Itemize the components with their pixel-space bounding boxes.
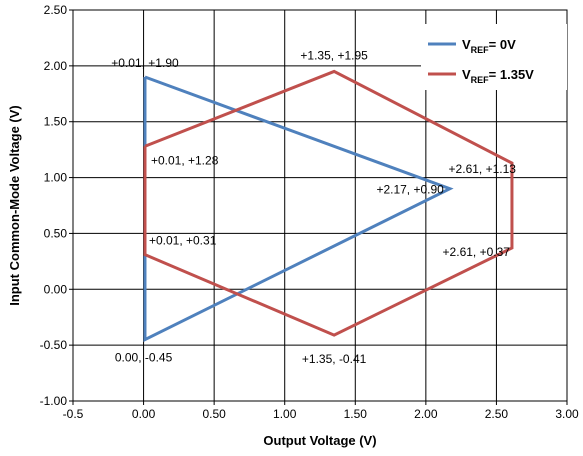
y-axis-ticks: -1.00 -0.50 0.00 0.50 1.00 1.50 2.00 2.50 [40, 3, 73, 408]
legend-label: VREF= 1.35V [462, 67, 534, 85]
y-tick-label: 0.00 [44, 282, 68, 296]
x-tick-label: 3.00 [555, 407, 579, 421]
legend-box [421, 24, 567, 90]
x-axis-ticks: -0.5 0.00 0.50 1.00 1.50 2.00 2.50 3.00 [63, 401, 579, 421]
x-axis-title: Output Voltage (V) [263, 433, 376, 448]
legend: VREF= 0V VREF= 1.35V [421, 24, 567, 90]
data-label: +1.35, +1.95 [300, 48, 368, 62]
x-tick-label: 2.00 [414, 407, 438, 421]
series-group [143, 69, 514, 342]
x-tick-label: 2.50 [485, 407, 509, 421]
legend-label: VREF= 0V [462, 37, 516, 55]
y-tick-label: 0.50 [44, 226, 68, 240]
y-tick-label: 1.00 [44, 171, 68, 185]
series-line-2 [143, 69, 514, 337]
y-tick-label: 2.00 [44, 59, 68, 73]
x-tick-label: 0.00 [132, 407, 156, 421]
y-tick-label: -1.00 [40, 394, 68, 408]
x-tick-label: -0.5 [63, 407, 84, 421]
data-label: +0.01, +1.90 [111, 56, 179, 70]
y-tick-label: 2.50 [44, 3, 68, 17]
y-tick-label: -0.50 [40, 338, 68, 352]
data-label: +0.01, +0.31 [149, 234, 217, 248]
data-label: +2.61, +0.37 [443, 245, 511, 259]
x-tick-label: 0.50 [202, 407, 226, 421]
data-label: +2.61, +1.13 [449, 162, 517, 176]
annotation-group: +0.01, +1.90 +1.35, +1.95 +0.01, +1.28 +2.6… [111, 48, 516, 366]
plot-frame [72, 9, 568, 402]
data-label: 0.00, -0.45 [115, 351, 173, 365]
y-axis-title: Input Common-Mode Voltage (V) [7, 105, 22, 306]
data-label: +1.35, -0.41 [302, 352, 367, 366]
x-tick-label: 1.50 [344, 407, 368, 421]
data-label: +2.17, +0.90 [376, 183, 444, 197]
y-tick-label: 1.50 [44, 115, 68, 129]
data-label: +0.01, +1.28 [151, 153, 219, 167]
x-tick-label: 1.00 [273, 407, 297, 421]
